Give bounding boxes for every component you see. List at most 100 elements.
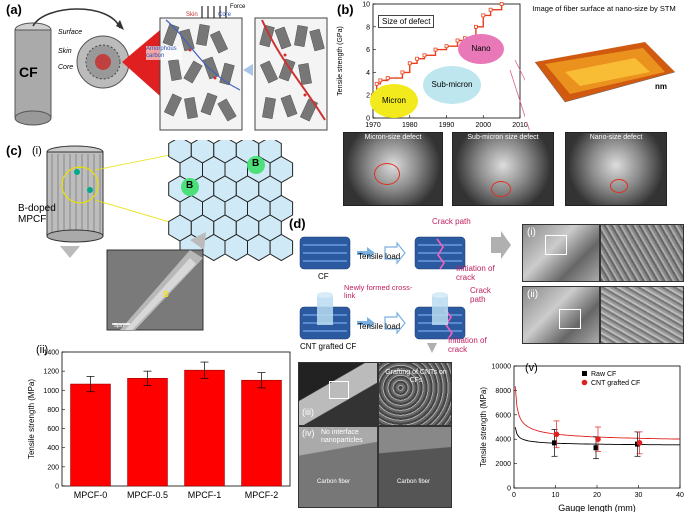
panel-c-ii-label: (ii) (36, 344, 49, 356)
y-axis-label: Tensile strength (GPa) (337, 26, 344, 96)
y-tick-label: 2000 (495, 461, 511, 468)
boron-atom-2: B (252, 158, 260, 169)
sem-image-ii: (ii) (522, 286, 600, 344)
data-point (422, 53, 427, 58)
point-raw-cf (593, 445, 599, 451)
carbon-fiber-label-1: Carbon fiber (317, 479, 351, 485)
sem-iii-label: (iii) (302, 407, 314, 417)
x-tick-label: MPCF-0.5 (127, 490, 168, 500)
newly-formed-cross-link-label: Newly formed cross-link (344, 283, 413, 300)
sem-iv-label: (iv) (302, 428, 315, 438)
y-tick-label: 10 (362, 2, 370, 9)
size-of-defect-label: Size of defect (378, 15, 435, 28)
crack-path-label: Crack path (432, 217, 471, 226)
panel-c-label: (c) (6, 143, 22, 158)
legend-label: CNT grafted CF (591, 380, 640, 387)
tensile-load-label-1: Tensile load (358, 252, 401, 261)
cf-schematic-label: CF (318, 272, 329, 281)
sem-iii-zoom-box (329, 381, 349, 399)
y-tick-label: 10000 (492, 364, 512, 371)
panel-d-v-label: (v) (525, 362, 538, 374)
legend-label: Raw CF (591, 371, 616, 378)
tensile-load-label-2: Tensile load (358, 322, 401, 331)
sem-i-zoom-box (545, 235, 567, 255)
stm-title: Image of fiber surface at nano-size by S… (532, 4, 676, 13)
panel-d-v-chart: 0 2000 4000 6000 8000 10000 0 10 20 30 40 Gauge len… (479, 364, 684, 512)
x-tick-label: 1980 (402, 122, 418, 129)
panel-a-label: (a) (6, 2, 22, 17)
panel-c-i-label: (i) (32, 145, 42, 157)
panel-c-schematic (46, 140, 294, 331)
x-tick-label: MPCF-0 (74, 490, 108, 500)
y-tick-label: 8 (366, 24, 370, 31)
legend-marker-cnt-grafted-cf (581, 379, 588, 386)
x-tick-label: 20 (593, 492, 601, 499)
bar-mpcf-0 (70, 383, 111, 487)
y-tick-label: 200 (47, 464, 59, 471)
boron-atom-1: B (186, 180, 194, 191)
skin-label: Skin (58, 48, 72, 55)
submicron-defect-image: Sub-micron size defect (452, 132, 554, 206)
stm-image: Image of fiber surface at nano-size by S… (525, 2, 683, 122)
y-tick-label: 600 (47, 426, 59, 433)
fit-curve-raw-cf (514, 427, 680, 446)
x-tick-label: 40 (676, 492, 684, 499)
data-point (455, 38, 460, 43)
y-tick-label: 1200 (43, 369, 59, 376)
y-tick-label: 0 (507, 486, 511, 493)
sem-image-i-zoom (600, 224, 684, 282)
data-point (400, 70, 405, 75)
y-tick-label: 1400 (43, 350, 59, 357)
sem-image-iv-zoom: Carbon fiber (378, 426, 452, 508)
nano-defect-label: Nano-size defect (589, 134, 643, 141)
x-tick-label: 1970 (365, 122, 381, 129)
initiation-of-crack-2: Initiation of crack (448, 336, 487, 354)
strength-step-line (373, 4, 503, 96)
nano-defect-image: Nano-size defect (565, 132, 667, 206)
surface-label: Surface (58, 29, 83, 36)
micron-defect-image: Micron-size defect (343, 132, 443, 206)
x-tick-label: 2000 (475, 122, 491, 129)
x-tick-label: 10 (552, 492, 560, 499)
x-tick-label: MPCF-2 (245, 490, 279, 500)
sem-ii-zoom-box (559, 309, 581, 329)
cnt-grafted-cf-label: CNT grafted CF (300, 342, 357, 351)
core-top-label: Core (218, 12, 232, 18)
b-doped-mpcf-label: B-doped MPCF (18, 203, 56, 225)
x-tick-label: 30 (635, 492, 643, 499)
hexagon-cell (269, 233, 294, 262)
force-label: Force (230, 4, 246, 10)
sem-image-iv: (iv) No interface nanoparticles Carbon f… (298, 426, 378, 508)
panel-b-label: (b) (337, 2, 354, 17)
panel-d-schematic (299, 231, 511, 353)
data-point (385, 76, 390, 80)
skin-top-label: Skin (186, 12, 198, 18)
data-point (415, 56, 419, 61)
core-label: Core (58, 64, 74, 71)
y-tick-label: 0 (55, 484, 59, 491)
sem-i-label: (i) (527, 227, 536, 238)
micron-bubble: Micron (370, 84, 418, 118)
data-point (407, 61, 412, 66)
data-point (473, 24, 478, 29)
chart-c-frame (61, 351, 291, 487)
nm-label: nm (655, 82, 667, 91)
carbon-fiber-label-2: Carbon fiber (397, 479, 431, 485)
x-axis-label: Gauge length (mm) (558, 503, 636, 512)
amorphous-carbon-label: Amorphous carbon (146, 46, 182, 60)
bar-mpcf-2 (241, 379, 282, 487)
submicron-defect-label: Sub-micron size defect (467, 134, 539, 141)
sem-boron-label: B (163, 290, 169, 299)
point-cnt-grafted-cf (595, 436, 601, 442)
initiation-of-crack-1: Initiation of crack (456, 264, 495, 282)
data-point (433, 47, 438, 52)
y-tick-label: 4000 (495, 437, 511, 444)
y-tick-label: 400 (47, 445, 59, 452)
micron-defect-circle (374, 163, 400, 185)
y-tick-label: 0 (366, 116, 370, 123)
data-point (488, 7, 493, 12)
y-axis-label: Tensile strength (MPa) (479, 387, 488, 467)
submicron-defect-circle (491, 181, 511, 197)
nano-bubble: Nano (458, 34, 504, 64)
cf-label: CF (19, 64, 38, 80)
